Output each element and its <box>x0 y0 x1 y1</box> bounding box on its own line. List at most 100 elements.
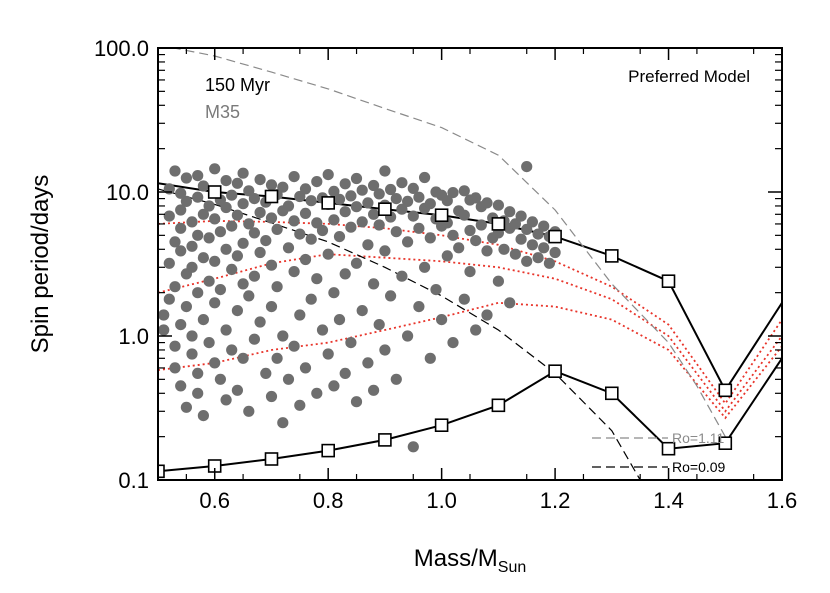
data-point <box>515 210 527 222</box>
data-point <box>447 187 459 199</box>
data-point <box>390 373 402 385</box>
data-point <box>175 380 187 392</box>
data-point <box>368 278 380 290</box>
series-model-upper-marker <box>207 185 222 199</box>
data-point <box>521 161 533 173</box>
y-tick-label: 0.1 <box>118 468 149 493</box>
data-point <box>333 314 346 326</box>
data-point <box>407 441 419 453</box>
data-point <box>237 352 249 364</box>
data-point <box>350 172 363 185</box>
data-point <box>288 266 300 278</box>
data-point <box>226 189 238 201</box>
data-point <box>419 261 431 273</box>
x-tick-label: 1.6 <box>767 488 798 513</box>
data-point <box>311 176 323 188</box>
data-point <box>373 219 385 231</box>
data-point <box>192 287 204 299</box>
data-point <box>243 218 255 230</box>
data-point <box>180 301 192 313</box>
data-point <box>390 193 402 205</box>
data-point <box>464 266 476 278</box>
data-point <box>379 245 391 257</box>
series-model-lower-marker <box>548 364 562 379</box>
data-point <box>248 193 260 205</box>
legend: Ro=1.11 Ro=0.09 <box>592 430 726 475</box>
data-point <box>237 278 249 290</box>
data-point <box>362 239 374 251</box>
x-tick-label: 0.6 <box>199 488 230 513</box>
point-layer <box>158 161 561 453</box>
data-point <box>294 309 306 321</box>
data-point <box>373 188 385 200</box>
series-model-lower-marker <box>264 452 279 466</box>
data-point <box>214 226 226 238</box>
data-point <box>424 232 436 244</box>
data-point <box>243 185 255 197</box>
legend-label-ro-high: Ro=1.11 <box>672 430 724 446</box>
data-point <box>407 210 419 222</box>
series-model-lower-marker <box>378 433 392 447</box>
data-point <box>368 179 380 192</box>
data-point <box>169 165 181 177</box>
data-point <box>265 301 278 313</box>
data-point <box>424 352 436 364</box>
data-point <box>220 201 232 214</box>
data-point <box>265 390 278 403</box>
annotation-cluster: M35 <box>205 102 240 122</box>
data-point <box>209 213 221 225</box>
data-point <box>464 224 476 237</box>
data-point <box>492 199 504 211</box>
data-point <box>186 330 198 342</box>
data-point <box>237 237 249 249</box>
data-point <box>475 219 487 231</box>
data-point <box>254 206 266 219</box>
data-point <box>243 290 255 302</box>
data-point <box>192 387 204 399</box>
data-point <box>526 216 539 228</box>
data-point <box>322 248 334 260</box>
data-point <box>294 190 306 203</box>
series-model-lower-marker <box>434 418 449 433</box>
data-point <box>311 273 323 285</box>
data-point <box>481 197 493 209</box>
data-point <box>339 268 351 280</box>
data-point <box>436 314 448 326</box>
data-point <box>379 344 391 356</box>
data-point <box>481 245 493 257</box>
data-point <box>163 210 175 222</box>
data-point <box>458 293 470 305</box>
data-point <box>203 275 215 287</box>
data-point <box>209 297 221 309</box>
y-tick-label: 10.0 <box>106 180 149 205</box>
data-point <box>163 257 175 269</box>
data-point <box>192 191 204 203</box>
data-point <box>231 250 243 262</box>
data-point <box>458 209 470 221</box>
data-point <box>470 235 482 247</box>
series-model-upper-marker <box>548 229 562 244</box>
series-model-lower-marker <box>158 464 165 479</box>
data-point <box>413 301 425 313</box>
data-point <box>294 228 306 240</box>
series-model-lower-marker <box>661 441 676 456</box>
data-point <box>265 212 278 224</box>
data-point <box>209 255 221 267</box>
data-point <box>220 243 232 255</box>
data-point <box>175 204 187 216</box>
x-tick-label: 0.8 <box>313 488 344 513</box>
data-point <box>163 183 175 195</box>
data-point <box>402 236 414 248</box>
series-model-lower-marker <box>718 436 733 451</box>
data-point <box>328 214 340 226</box>
data-point <box>350 201 363 213</box>
data-point <box>328 185 340 197</box>
data-point <box>316 224 329 237</box>
data-point <box>226 344 238 356</box>
data-point <box>492 275 504 287</box>
series-model-upper-marker <box>718 383 733 398</box>
data-point <box>350 257 363 269</box>
data-point <box>220 175 232 187</box>
data-point <box>396 203 408 215</box>
data-point <box>248 270 260 282</box>
